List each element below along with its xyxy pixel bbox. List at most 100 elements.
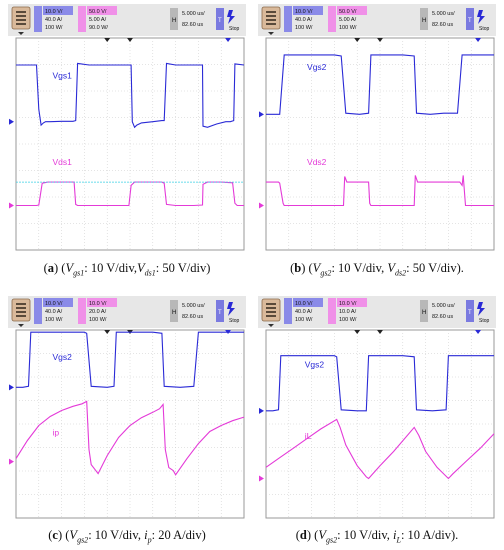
channel-1-settings[interactable]: 10.0 V/40.0 A/100 W/ bbox=[34, 6, 73, 32]
channel-1-scale: 40.0 A/ bbox=[45, 17, 63, 23]
caption-fragment: ( bbox=[43, 261, 48, 275]
trigger-edge-icon bbox=[477, 10, 485, 24]
trigger-edge-icon bbox=[227, 10, 235, 24]
channel-1-scale: 100 W/ bbox=[295, 25, 313, 31]
channel-2-scale: 5.00 A/ bbox=[89, 17, 107, 23]
caption-fragment: : 50 V/div). bbox=[406, 261, 464, 275]
caption-fragment: p bbox=[147, 535, 152, 545]
channel-2-scale: 10.0 A/ bbox=[339, 309, 357, 315]
caption-fragment: gs2 bbox=[325, 535, 338, 545]
channel-ground-marker[interactable] bbox=[259, 202, 264, 209]
scope-header: 10.0 V/40.0 A/100 W/50.0 V/5.00 A/90.0 W… bbox=[8, 4, 246, 36]
scope-menu-icon[interactable] bbox=[11, 6, 31, 35]
trace-label-vgs2: Vgs2 bbox=[305, 360, 325, 370]
trigger-edge-icon bbox=[227, 302, 235, 316]
scope-menu-icon[interactable] bbox=[261, 298, 281, 327]
scope-header: 10.0 V/40.0 A/100 W/10.0 V/10.0 A/100 W/… bbox=[258, 296, 496, 328]
channel-1-scale: 40.0 A/ bbox=[295, 309, 313, 315]
trigger-position-marker[interactable] bbox=[377, 330, 383, 334]
trigger-position-marker[interactable] bbox=[377, 38, 383, 42]
caption-fragment: V bbox=[312, 261, 321, 275]
channel-1-scale: 10.0 V/ bbox=[295, 9, 313, 15]
scope-header: 10.0 V/40.0 A/100 W/50.0 V/5.00 A/100 W/… bbox=[258, 4, 496, 36]
caption-fragment: ) ( bbox=[306, 528, 319, 542]
oscilloscope-screen: 10.0 V/40.0 A/100 W/10.0 V/20.0 A/100 W/… bbox=[8, 296, 246, 519]
timebase-settings[interactable]: H 5.000 us/82.60 us bbox=[420, 8, 455, 30]
caption-fragment: i bbox=[144, 528, 148, 542]
plot-area: Vgs2 Vds2 bbox=[259, 37, 495, 251]
acquisition-status: Stop bbox=[479, 318, 490, 324]
timebase-value: 5.000 us/ bbox=[432, 303, 455, 309]
caption-fragment: : 10 V/div, bbox=[84, 261, 138, 275]
acquisition-status: Stop bbox=[229, 318, 240, 324]
channel-ground-marker[interactable] bbox=[9, 458, 14, 465]
channel-ground-marker[interactable] bbox=[9, 384, 14, 391]
channel-ground-marker[interactable] bbox=[259, 407, 264, 414]
horizontal-position: 82.60 us bbox=[432, 314, 453, 320]
trace-vds2 bbox=[266, 175, 494, 207]
delay-marker[interactable] bbox=[475, 330, 482, 334]
panel-caption: (d) (Vgs2: 10 V/div, iL: 10 A/div). bbox=[258, 528, 496, 545]
oscilloscope-screen: 10.0 V/40.0 A/100 W/50.0 V/5.00 A/100 W/… bbox=[258, 4, 496, 251]
caption-fragment: gs1 bbox=[73, 268, 85, 278]
timebase-value: 5.000 us/ bbox=[182, 11, 205, 17]
channel-2-settings[interactable]: 10.0 V/20.0 A/100 W/ bbox=[78, 298, 117, 324]
timebase-settings[interactable]: H 5.000 us/82.60 us bbox=[170, 8, 205, 30]
channel-2-scale: 10.0 V/ bbox=[339, 301, 357, 307]
trace-label-ip: ip bbox=[52, 427, 59, 437]
channel-ground-marker[interactable] bbox=[259, 475, 264, 482]
acquisition-status: Stop bbox=[229, 26, 240, 32]
scope-menu-icon[interactable] bbox=[11, 298, 31, 327]
trace-ip bbox=[15, 400, 245, 476]
graticule bbox=[16, 330, 244, 518]
trigger-settings[interactable]: T Stop bbox=[466, 300, 490, 324]
trace-vgs2 bbox=[16, 331, 244, 388]
trigger-settings[interactable]: T Stop bbox=[216, 8, 240, 32]
delay-marker[interactable] bbox=[225, 38, 232, 42]
channel-ground-marker[interactable] bbox=[9, 202, 14, 209]
channel-1-settings[interactable]: 10.0 V/40.0 A/100 W/ bbox=[284, 6, 323, 32]
caption-fragment: ds1 bbox=[144, 268, 156, 278]
oscilloscope-screen: 10.0 V/40.0 A/100 W/10.0 V/10.0 A/100 W/… bbox=[258, 296, 496, 519]
scope-header: 10.0 V/40.0 A/100 W/10.0 V/20.0 A/100 W/… bbox=[8, 296, 246, 328]
trigger-settings[interactable]: T Stop bbox=[216, 300, 240, 324]
channel-2-scale: 50.0 V/ bbox=[339, 9, 357, 15]
caption-fragment: ) ( bbox=[301, 261, 313, 275]
channel-1-scale: 100 W/ bbox=[45, 317, 63, 323]
panel-caption: (a) (Vgs1: 10 V/div,Vds1: 50 V/div) bbox=[8, 261, 246, 278]
channel-2-settings[interactable]: 10.0 V/10.0 A/100 W/ bbox=[328, 298, 367, 324]
channel-2-scale: 100 W/ bbox=[89, 317, 107, 323]
graticule bbox=[266, 38, 494, 250]
channel-ground-marker[interactable] bbox=[9, 118, 14, 125]
channel-1-scale: 10.0 V/ bbox=[45, 301, 63, 307]
caption-fragment: gs2 bbox=[320, 268, 332, 278]
horizontal-label: H bbox=[172, 18, 176, 24]
caption-fragment: gs2 bbox=[77, 535, 89, 545]
time-reference-marker[interactable] bbox=[104, 330, 111, 334]
horizontal-label: H bbox=[422, 18, 426, 24]
channel-2-settings[interactable]: 50.0 V/5.00 A/90.0 W/ bbox=[78, 6, 117, 32]
caption-fragment: L bbox=[396, 535, 401, 545]
channel-1-settings[interactable]: 10.0 V/40.0 A/100 W/ bbox=[34, 298, 73, 324]
time-reference-marker[interactable] bbox=[354, 330, 361, 334]
delay-marker[interactable] bbox=[475, 38, 482, 42]
channel-ground-marker[interactable] bbox=[259, 111, 264, 118]
channel-1-scale: 10.0 V/ bbox=[45, 9, 63, 15]
channel-2-settings[interactable]: 50.0 V/5.00 A/100 W/ bbox=[328, 6, 367, 32]
caption-fragment: : 10 V/div, bbox=[331, 261, 388, 275]
channel-2-scale: 100 W/ bbox=[339, 25, 357, 31]
caption-fragment: b bbox=[294, 261, 302, 275]
caption-fragment: ds2 bbox=[395, 268, 407, 278]
scope-menu-icon[interactable] bbox=[261, 6, 281, 35]
timebase-settings[interactable]: H 5.000 us/82.60 us bbox=[170, 300, 205, 322]
time-reference-marker[interactable] bbox=[354, 38, 361, 42]
timebase-settings[interactable]: H 5.000 us/82.60 us bbox=[420, 300, 455, 322]
channel-1-settings[interactable]: 10.0 V/40.0 A/100 W/ bbox=[284, 298, 323, 324]
trace-label-vgs1: Vgs1 bbox=[52, 70, 72, 80]
trigger-position-marker[interactable] bbox=[127, 38, 133, 42]
trigger-settings[interactable]: T Stop bbox=[466, 8, 490, 32]
channel-1-scale: 10.0 V/ bbox=[295, 301, 313, 307]
time-reference-marker[interactable] bbox=[104, 38, 111, 42]
caption-fragment: : 10 V/div, bbox=[337, 528, 394, 542]
trace-vgs2 bbox=[266, 54, 494, 115]
